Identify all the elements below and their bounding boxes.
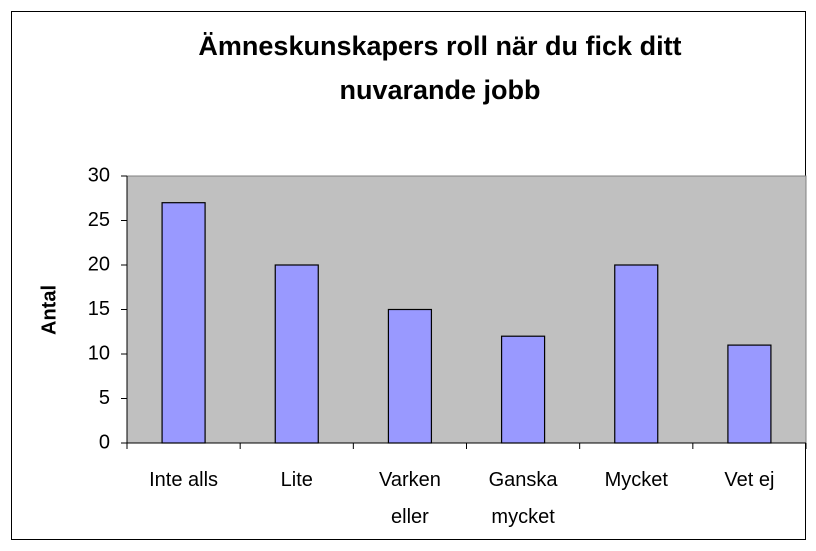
y-tick-label: 15 bbox=[88, 298, 110, 320]
y-tick-label: 30 bbox=[88, 164, 110, 186]
bar bbox=[274, 264, 319, 444]
y-tick-label: 0 bbox=[99, 431, 110, 453]
bar bbox=[387, 308, 433, 444]
y-axis-label: Antal bbox=[38, 285, 60, 335]
x-tick-label: Mycket bbox=[605, 469, 669, 491]
y-tick-label: 10 bbox=[88, 342, 110, 364]
y-tick-label: 20 bbox=[88, 253, 110, 275]
bar bbox=[614, 264, 659, 444]
plot-area bbox=[126, 175, 807, 444]
x-tick-label: Varken eller bbox=[379, 469, 441, 528]
bar bbox=[161, 202, 206, 444]
y-tick-label: 25 bbox=[88, 209, 110, 231]
x-tick-label: Ganska mycket bbox=[489, 469, 559, 528]
y-tick-label: 5 bbox=[99, 387, 110, 409]
x-tick-label: Vet ej bbox=[724, 469, 774, 491]
bar bbox=[727, 344, 772, 444]
bar bbox=[500, 335, 546, 444]
x-tick-label: Inte alls bbox=[149, 469, 218, 491]
x-tick-label: Lite bbox=[281, 469, 313, 491]
chart-title: Ämneskunskapers roll när du fick ditt nuv… bbox=[198, 31, 681, 105]
